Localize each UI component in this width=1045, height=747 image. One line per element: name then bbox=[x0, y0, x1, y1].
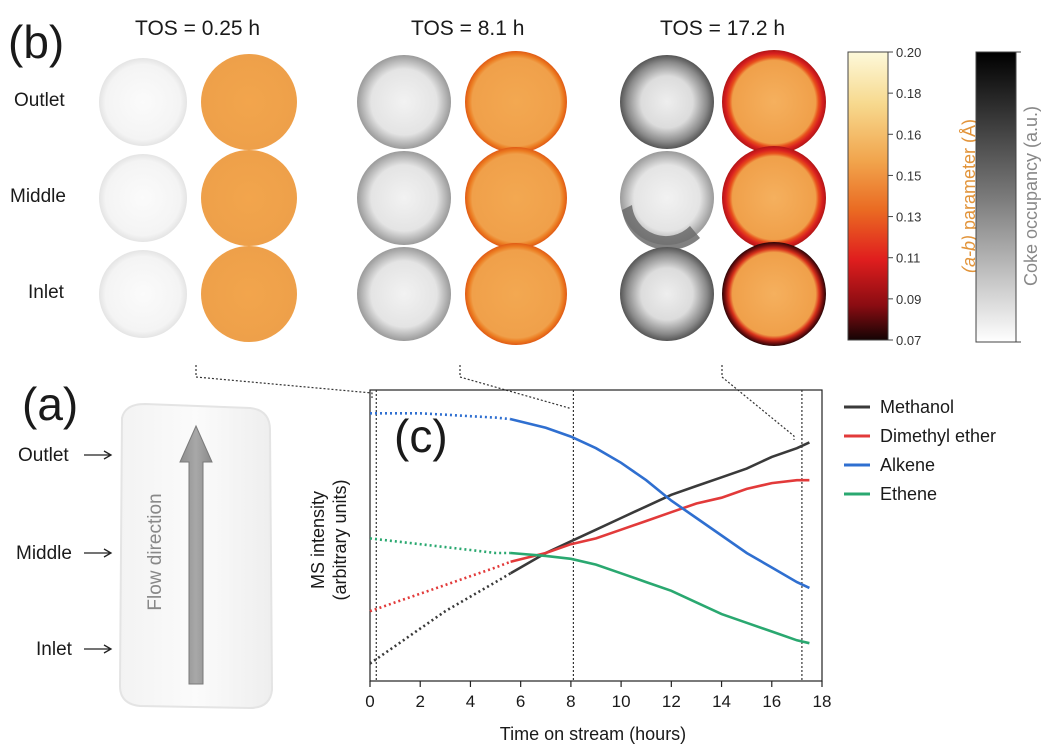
param-colorbar-label-rest: parameter (Å) bbox=[959, 119, 979, 235]
series-solid-1 bbox=[510, 478, 810, 563]
tos-label-0: TOS = 0.25 h bbox=[135, 17, 260, 40]
param-colorbar-tick-label: 0.13 bbox=[896, 210, 921, 225]
tos-label-2: TOS = 17.2 h bbox=[660, 17, 785, 40]
reactor-label-middle: Middle bbox=[16, 543, 72, 564]
connector-lines bbox=[195, 365, 795, 440]
param-colorbar-tick-label: 0.15 bbox=[896, 168, 921, 183]
x-tick-label: 18 bbox=[813, 692, 832, 711]
x-tick-label: 16 bbox=[762, 692, 781, 711]
series-dotted-2 bbox=[370, 411, 511, 421]
row-label-inlet: Inlet bbox=[28, 282, 65, 303]
param-colorbar-tick-label: 0.09 bbox=[896, 292, 921, 307]
reactor-arrowhead-outlet bbox=[103, 450, 113, 460]
param-map-2-middle bbox=[722, 146, 826, 250]
x-tick-label: 0 bbox=[365, 692, 374, 711]
legend: Methanol Dimethyl ether Alkene Ethene bbox=[844, 397, 996, 504]
flow-direction-label: Flow direction bbox=[145, 493, 166, 610]
connector-1 bbox=[459, 365, 570, 410]
coke-map-1-outlet bbox=[357, 55, 451, 149]
x-axis-label: Time on stream (hours) bbox=[500, 724, 686, 744]
param-colorbar-label: (a-b) parameter (Å) bbox=[959, 119, 979, 273]
series-dotted-3 bbox=[369, 537, 511, 555]
coke-colorbar bbox=[975, 51, 1017, 343]
param-map-1-inlet bbox=[465, 243, 567, 345]
x-ticks: 0 2 4 6 8 10 12 14 16 18 bbox=[365, 681, 831, 711]
param-colorbar-tick-label: 0.11 bbox=[896, 251, 920, 266]
param-map-1-middle bbox=[465, 147, 567, 249]
particle-grid bbox=[99, 50, 826, 346]
reactor-arrowhead-middle bbox=[103, 548, 113, 558]
series-solid-2 bbox=[510, 417, 810, 590]
series-group bbox=[369, 411, 810, 665]
x-tick-label: 14 bbox=[712, 692, 731, 711]
plot-frame bbox=[369, 389, 823, 682]
param-map-0-inlet bbox=[201, 246, 297, 342]
reactor-arrowhead-inlet bbox=[103, 644, 113, 654]
panel-b-letter: (b) bbox=[8, 16, 64, 68]
ms-chart: 0 2 4 6 8 10 12 14 16 18 Time on stream (hours) M… bbox=[308, 389, 996, 744]
connector-2 bbox=[721, 365, 795, 440]
param-colorbar-tick-label: 0.16 bbox=[896, 127, 921, 142]
coke-map-0-outlet bbox=[99, 58, 187, 146]
series-solid-3 bbox=[510, 551, 810, 645]
row-label-outlet: Outlet bbox=[14, 90, 65, 111]
legend-label: Alkene bbox=[880, 455, 935, 475]
y-axis-label-line1: MS intensity bbox=[308, 491, 328, 589]
series-solid-0 bbox=[509, 441, 810, 575]
panel-a-letter: (a) bbox=[22, 378, 78, 430]
coke-map-2-middle bbox=[620, 151, 714, 245]
tos-label-1: TOS = 8.1 h bbox=[411, 17, 524, 40]
legend-label: Ethene bbox=[880, 484, 937, 504]
x-tick-label: 2 bbox=[415, 692, 424, 711]
series-dotted-1 bbox=[369, 560, 512, 613]
param-map-0-middle bbox=[201, 150, 297, 246]
x-tick-label: 4 bbox=[466, 692, 475, 711]
coke-colorbar-label: Coke occupancy (a.u.) bbox=[1021, 106, 1041, 286]
reactor-label-inlet: Inlet bbox=[36, 639, 73, 660]
legend-label: Methanol bbox=[880, 397, 954, 417]
x-tick-label: 8 bbox=[566, 692, 575, 711]
param-colorbar bbox=[847, 51, 889, 341]
param-colorbar-tick-label: 0.07 bbox=[896, 333, 921, 348]
coke-map-2-outlet bbox=[620, 55, 714, 149]
param-colorbar-label-italic: (a-b) bbox=[959, 235, 979, 273]
param-map-2-inlet bbox=[722, 242, 826, 346]
x-tick-label: 10 bbox=[612, 692, 631, 711]
param-colorbar-ticks: 0.20 0.18 0.16 0.15 0.13 0.11 0.09 0.07 bbox=[888, 45, 921, 348]
param-map-2-outlet bbox=[722, 50, 826, 154]
connector-0 bbox=[195, 365, 373, 398]
x-tick-label: 12 bbox=[662, 692, 681, 711]
coke-map-0-inlet bbox=[99, 250, 187, 338]
y-axis-label-line2: (arbitrary units) bbox=[330, 479, 350, 600]
param-map-0-outlet bbox=[201, 54, 297, 150]
param-map-1-outlet bbox=[465, 51, 567, 153]
coke-map-1-inlet bbox=[357, 247, 451, 341]
reactor-label-outlet: Outlet bbox=[18, 445, 69, 466]
param-colorbar-tick-label: 0.20 bbox=[896, 45, 921, 60]
coke-map-0-middle bbox=[99, 154, 187, 242]
series-dotted-0 bbox=[369, 572, 512, 665]
coke-shadow-2-middle bbox=[622, 205, 700, 251]
flow-arrow bbox=[179, 424, 213, 685]
param-colorbar-tick-label: 0.18 bbox=[896, 86, 921, 101]
reactor-schematic: Flow direction Outlet Middle Inlet bbox=[16, 402, 274, 710]
coke-map-1-middle bbox=[357, 151, 451, 245]
coke-map-2-inlet bbox=[620, 247, 714, 341]
panel-c-letter: (c) bbox=[394, 410, 448, 462]
legend-label: Dimethyl ether bbox=[880, 426, 996, 446]
x-tick-label: 6 bbox=[516, 692, 525, 711]
row-label-middle: Middle bbox=[10, 186, 66, 207]
